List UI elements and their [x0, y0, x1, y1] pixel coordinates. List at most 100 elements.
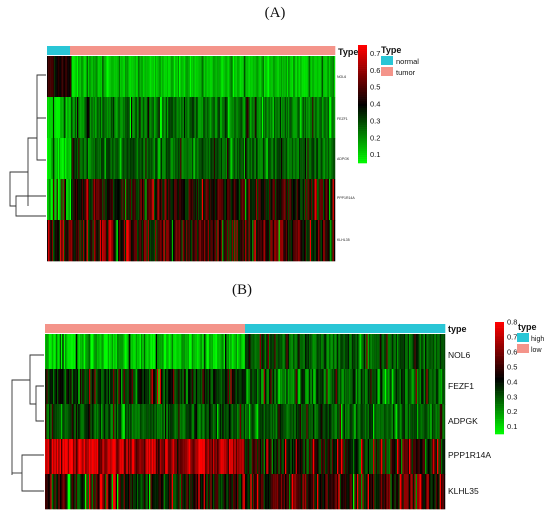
heatmap-cell: [402, 439, 404, 475]
heatmap-cell: [264, 220, 266, 262]
heatmap-cell: [251, 56, 253, 98]
heatmap-cell: [115, 56, 117, 98]
heatmap-cell: [310, 334, 312, 370]
heatmap-cell: [74, 439, 76, 475]
heatmap-cell: [169, 56, 171, 98]
heatmap-cell: [54, 97, 56, 139]
heatmap-cell: [75, 474, 78, 510]
heatmap-cell: [300, 220, 302, 262]
heatmap-cell: [170, 334, 172, 370]
heatmap-cell: [53, 56, 55, 98]
heatmap-cell: [245, 439, 247, 475]
heatmap-cell: [258, 138, 260, 180]
heatmap-cell: [295, 179, 297, 221]
heatmap-cell: [117, 138, 120, 180]
heatmap-cell: [117, 369, 119, 405]
heatmap-cell: [227, 56, 229, 98]
heatmap-cell: [69, 220, 72, 262]
heatmap-cell: [427, 439, 430, 475]
heatmap-cell: [73, 220, 75, 262]
heatmap-cell: [206, 97, 209, 139]
heatmap-cell: [272, 179, 275, 221]
heatmap-cell: [104, 179, 107, 221]
heatmap-cell: [165, 369, 167, 405]
heatmap-cell: [202, 404, 204, 440]
heatmap-cell: [125, 97, 127, 139]
color-scale-segment: [495, 327, 504, 330]
heatmap-cell: [78, 439, 80, 475]
heatmap-cell: [258, 369, 260, 405]
heatmap-cell: [217, 474, 219, 510]
heatmap-cell: [306, 138, 308, 180]
heatmap-cell: [66, 369, 68, 405]
heatmap-cell: [53, 220, 55, 262]
color-scale-segment: [495, 402, 504, 405]
heatmap-cell: [134, 404, 136, 440]
heatmap-cell: [442, 334, 444, 370]
heatmap-cell: [397, 404, 399, 440]
heatmap-cell: [157, 369, 159, 405]
heatmap-cell: [57, 97, 60, 139]
heatmap-cell: [269, 97, 271, 139]
heatmap-cell: [200, 97, 203, 139]
heatmap-cell: [391, 404, 394, 440]
heatmap-cell: [334, 439, 336, 475]
heatmap-cell: [133, 439, 135, 475]
heatmap-cell: [113, 138, 115, 180]
heatmap-cell: [144, 138, 146, 180]
heatmap-cell: [197, 220, 199, 262]
panel-b-dendro-branch-1: [35, 385, 44, 422]
heatmap-cell: [115, 369, 118, 405]
heatmap-cell: [54, 179, 56, 221]
heatmap-cell: [278, 474, 280, 510]
heatmap-cell: [269, 334, 271, 370]
heatmap-cell: [91, 439, 94, 475]
heatmap-cell: [203, 97, 205, 139]
heatmap-cell: [201, 179, 204, 221]
heatmap-cell: [91, 334, 94, 370]
heatmap-cell: [321, 439, 323, 475]
heatmap-cell: [242, 97, 245, 139]
heatmap-cell: [175, 439, 178, 475]
heatmap-cell: [290, 179, 293, 221]
heatmap-cell: [327, 474, 330, 510]
heatmap-cell: [330, 97, 332, 139]
heatmap-cell: [407, 369, 410, 405]
heatmap-cell: [231, 334, 234, 370]
heatmap-cell: [152, 138, 155, 180]
heatmap-cell: [63, 474, 66, 510]
heatmap-cell: [72, 179, 74, 221]
heatmap-cell: [334, 369, 336, 405]
color-scale-segment: [495, 391, 504, 394]
heatmap-cell: [210, 334, 212, 370]
heatmap-cell: [127, 439, 130, 475]
heatmap-cell: [129, 97, 132, 139]
heatmap-cell: [95, 404, 98, 440]
heatmap-cell: [237, 179, 240, 221]
heatmap-cell: [188, 179, 191, 221]
heatmap-cell: [190, 334, 192, 370]
heatmap-cell: [333, 334, 335, 370]
heatmap-cell: [246, 334, 248, 370]
heatmap-cell: [311, 56, 313, 98]
heatmap-cell: [199, 474, 202, 510]
heatmap-cell: [169, 138, 171, 180]
heatmap-cell: [265, 334, 267, 370]
heatmap-cell: [153, 179, 156, 221]
heatmap-cell: [261, 369, 263, 405]
heatmap-cell: [413, 369, 415, 405]
heatmap-cell: [257, 179, 259, 221]
heatmap-cell: [212, 97, 215, 139]
heatmap-cell: [109, 138, 111, 180]
heatmap-cell: [245, 220, 247, 262]
heatmap-cell: [235, 404, 238, 440]
heatmap-cell: [79, 56, 81, 98]
heatmap-cell: [307, 97, 309, 139]
heatmap-cell: [201, 56, 204, 98]
heatmap-cell: [134, 220, 137, 262]
heatmap-cell: [142, 474, 144, 510]
heatmap-cell: [93, 474, 95, 510]
heatmap-cell: [259, 138, 261, 180]
heatmap-cell: [234, 220, 236, 262]
heatmap-cell: [347, 439, 350, 475]
